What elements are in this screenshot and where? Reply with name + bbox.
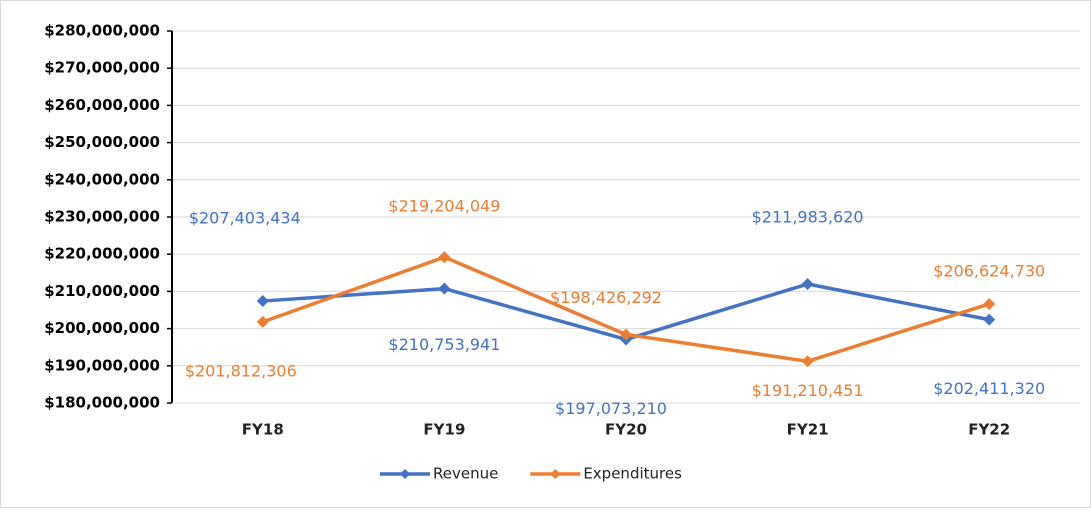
data-label: $191,210,451: [752, 381, 864, 400]
point-marker: [620, 328, 632, 341]
y-tick-label: $280,000,000: [44, 22, 160, 40]
y-tick-label: $190,000,000: [44, 356, 160, 374]
data-label: $206,624,730: [933, 261, 1045, 280]
data-label: $201,812,306: [185, 361, 297, 380]
point-marker: [256, 315, 269, 328]
x-tick-label: FY19: [423, 421, 465, 439]
data-label: $197,073,210: [555, 399, 667, 418]
point-marker: [801, 278, 814, 291]
y-tick-label: $270,000,000: [44, 59, 160, 77]
point-marker: [983, 297, 996, 310]
point-marker: [801, 355, 814, 368]
legend-marker: [550, 469, 561, 479]
point-marker: [983, 313, 996, 326]
data-label: $198,426,292: [550, 288, 662, 307]
y-tick-label: $200,000,000: [44, 319, 160, 337]
point-marker: [438, 251, 451, 264]
legend-label: Revenue: [433, 465, 498, 483]
x-tick-label: FY22: [968, 421, 1010, 439]
x-tick-label: FY21: [787, 421, 829, 439]
y-tick-label: $230,000,000: [44, 208, 160, 226]
y-tick-label: $210,000,000: [44, 282, 160, 300]
legend-label: Expenditures: [583, 465, 682, 483]
data-label: $210,753,941: [388, 335, 500, 354]
x-tick-label: FY20: [605, 421, 647, 439]
point-marker: [438, 282, 451, 295]
y-tick-label: $180,000,000: [44, 394, 160, 412]
point-marker: [256, 295, 269, 308]
data-label: $211,983,620: [752, 208, 864, 227]
y-tick-label: $250,000,000: [44, 133, 160, 151]
y-tick-label: $240,000,000: [44, 170, 160, 188]
data-label: $219,204,049: [388, 197, 500, 216]
data-label: $207,403,434: [189, 209, 301, 228]
y-tick-label: $220,000,000: [44, 245, 160, 263]
x-tick-label: FY18: [242, 421, 284, 439]
data-label: $202,411,320: [933, 379, 1045, 398]
y-tick-label: $260,000,000: [44, 96, 160, 114]
legend-marker: [400, 469, 410, 479]
